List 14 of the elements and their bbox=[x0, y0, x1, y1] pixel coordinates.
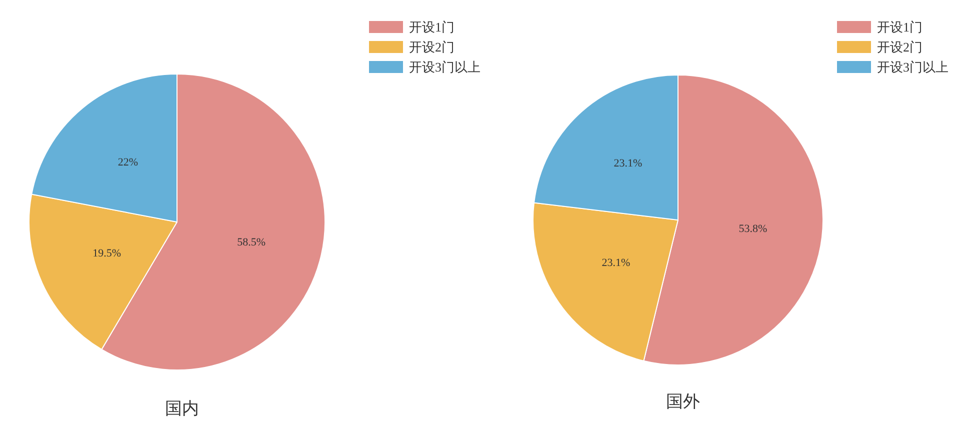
data-label: 53.8% bbox=[738, 222, 768, 235]
data-label: 23.1% bbox=[614, 158, 642, 170]
legend-label: 开设1门 bbox=[409, 20, 454, 34]
legend-label: 开设2门 bbox=[877, 40, 922, 54]
data-label: 22% bbox=[118, 156, 138, 169]
data-label: 19.5% bbox=[92, 248, 122, 260]
legend-label: 开设1门 bbox=[877, 20, 922, 34]
legend-label: 开设3门以上 bbox=[409, 60, 480, 74]
legend-label: 开设3门以上 bbox=[877, 60, 948, 74]
data-label: 58.5% bbox=[237, 236, 266, 248]
text: 国内 bbox=[165, 399, 199, 418]
text: 国外 bbox=[666, 392, 700, 411]
data-label: 23.1% bbox=[602, 257, 630, 270]
legend-label: 开设2门 bbox=[409, 40, 454, 54]
